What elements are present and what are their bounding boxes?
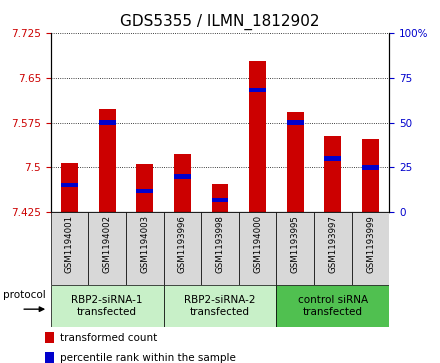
Text: GSM1193996: GSM1193996 (178, 215, 187, 273)
Text: GSM1193997: GSM1193997 (328, 215, 337, 273)
Bar (362, 165, 379, 170)
Bar (287, 112, 304, 212)
Bar (136, 189, 153, 193)
Text: GSM1194003: GSM1194003 (140, 215, 149, 273)
Text: control siRNA
transfected: control siRNA transfected (298, 295, 368, 317)
Bar (61, 183, 78, 188)
Bar (88, 212, 126, 285)
Bar (352, 212, 389, 285)
Bar (99, 109, 116, 212)
Bar (249, 61, 266, 212)
Bar (314, 212, 352, 285)
Bar (99, 121, 116, 125)
Bar (136, 164, 153, 212)
Bar (164, 212, 201, 285)
Text: GSM1193998: GSM1193998 (216, 215, 224, 273)
Bar (61, 163, 78, 212)
Text: GSM1194002: GSM1194002 (103, 215, 112, 273)
Bar (51, 212, 88, 285)
Text: percentile rank within the sample: percentile rank within the sample (60, 352, 235, 363)
Text: protocol: protocol (3, 290, 45, 301)
Bar (324, 136, 341, 212)
Bar (239, 212, 276, 285)
Text: GSM1193995: GSM1193995 (291, 215, 300, 273)
Bar (362, 139, 379, 212)
Text: RBP2-siRNA-1
transfected: RBP2-siRNA-1 transfected (71, 295, 143, 317)
Bar (51, 285, 164, 327)
Bar (249, 88, 266, 92)
Bar (164, 285, 276, 327)
Bar (45, 352, 54, 363)
Bar (212, 184, 228, 212)
Text: transformed count: transformed count (60, 333, 157, 343)
Bar (45, 332, 54, 343)
Bar (212, 198, 228, 202)
Bar (287, 121, 304, 125)
Text: GSM1194000: GSM1194000 (253, 215, 262, 273)
Text: GSM1193999: GSM1193999 (366, 215, 375, 273)
Bar (174, 174, 191, 179)
Bar (276, 285, 389, 327)
Title: GDS5355 / ILMN_1812902: GDS5355 / ILMN_1812902 (120, 14, 320, 30)
Bar (324, 156, 341, 160)
Bar (174, 154, 191, 212)
Bar (276, 212, 314, 285)
Bar (201, 212, 239, 285)
Bar (126, 212, 164, 285)
Text: RBP2-siRNA-2
transfected: RBP2-siRNA-2 transfected (184, 295, 256, 317)
Text: GSM1194001: GSM1194001 (65, 215, 74, 273)
